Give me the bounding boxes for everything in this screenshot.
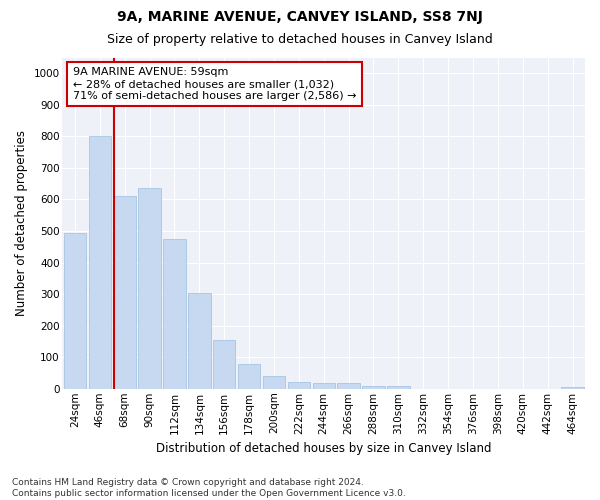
Bar	[188, 294, 211, 389]
Bar	[163, 239, 185, 389]
X-axis label: Distribution of detached houses by size in Canvey Island: Distribution of detached houses by size …	[156, 442, 491, 455]
Bar	[263, 376, 285, 389]
Bar	[238, 364, 260, 389]
Text: 9A, MARINE AVENUE, CANVEY ISLAND, SS8 7NJ: 9A, MARINE AVENUE, CANVEY ISLAND, SS8 7N…	[117, 10, 483, 24]
Bar	[213, 340, 235, 389]
Bar	[562, 387, 584, 389]
Y-axis label: Number of detached properties: Number of detached properties	[15, 130, 28, 316]
Bar	[139, 188, 161, 389]
Bar	[287, 382, 310, 389]
Text: Size of property relative to detached houses in Canvey Island: Size of property relative to detached ho…	[107, 32, 493, 46]
Bar	[89, 136, 111, 389]
Bar	[337, 383, 360, 389]
Text: 9A MARINE AVENUE: 59sqm
← 28% of detached houses are smaller (1,032)
71% of semi: 9A MARINE AVENUE: 59sqm ← 28% of detache…	[73, 68, 356, 100]
Bar	[387, 386, 410, 389]
Text: Contains HM Land Registry data © Crown copyright and database right 2024.
Contai: Contains HM Land Registry data © Crown c…	[12, 478, 406, 498]
Bar	[313, 383, 335, 389]
Bar	[64, 232, 86, 389]
Bar	[113, 196, 136, 389]
Bar	[362, 386, 385, 389]
